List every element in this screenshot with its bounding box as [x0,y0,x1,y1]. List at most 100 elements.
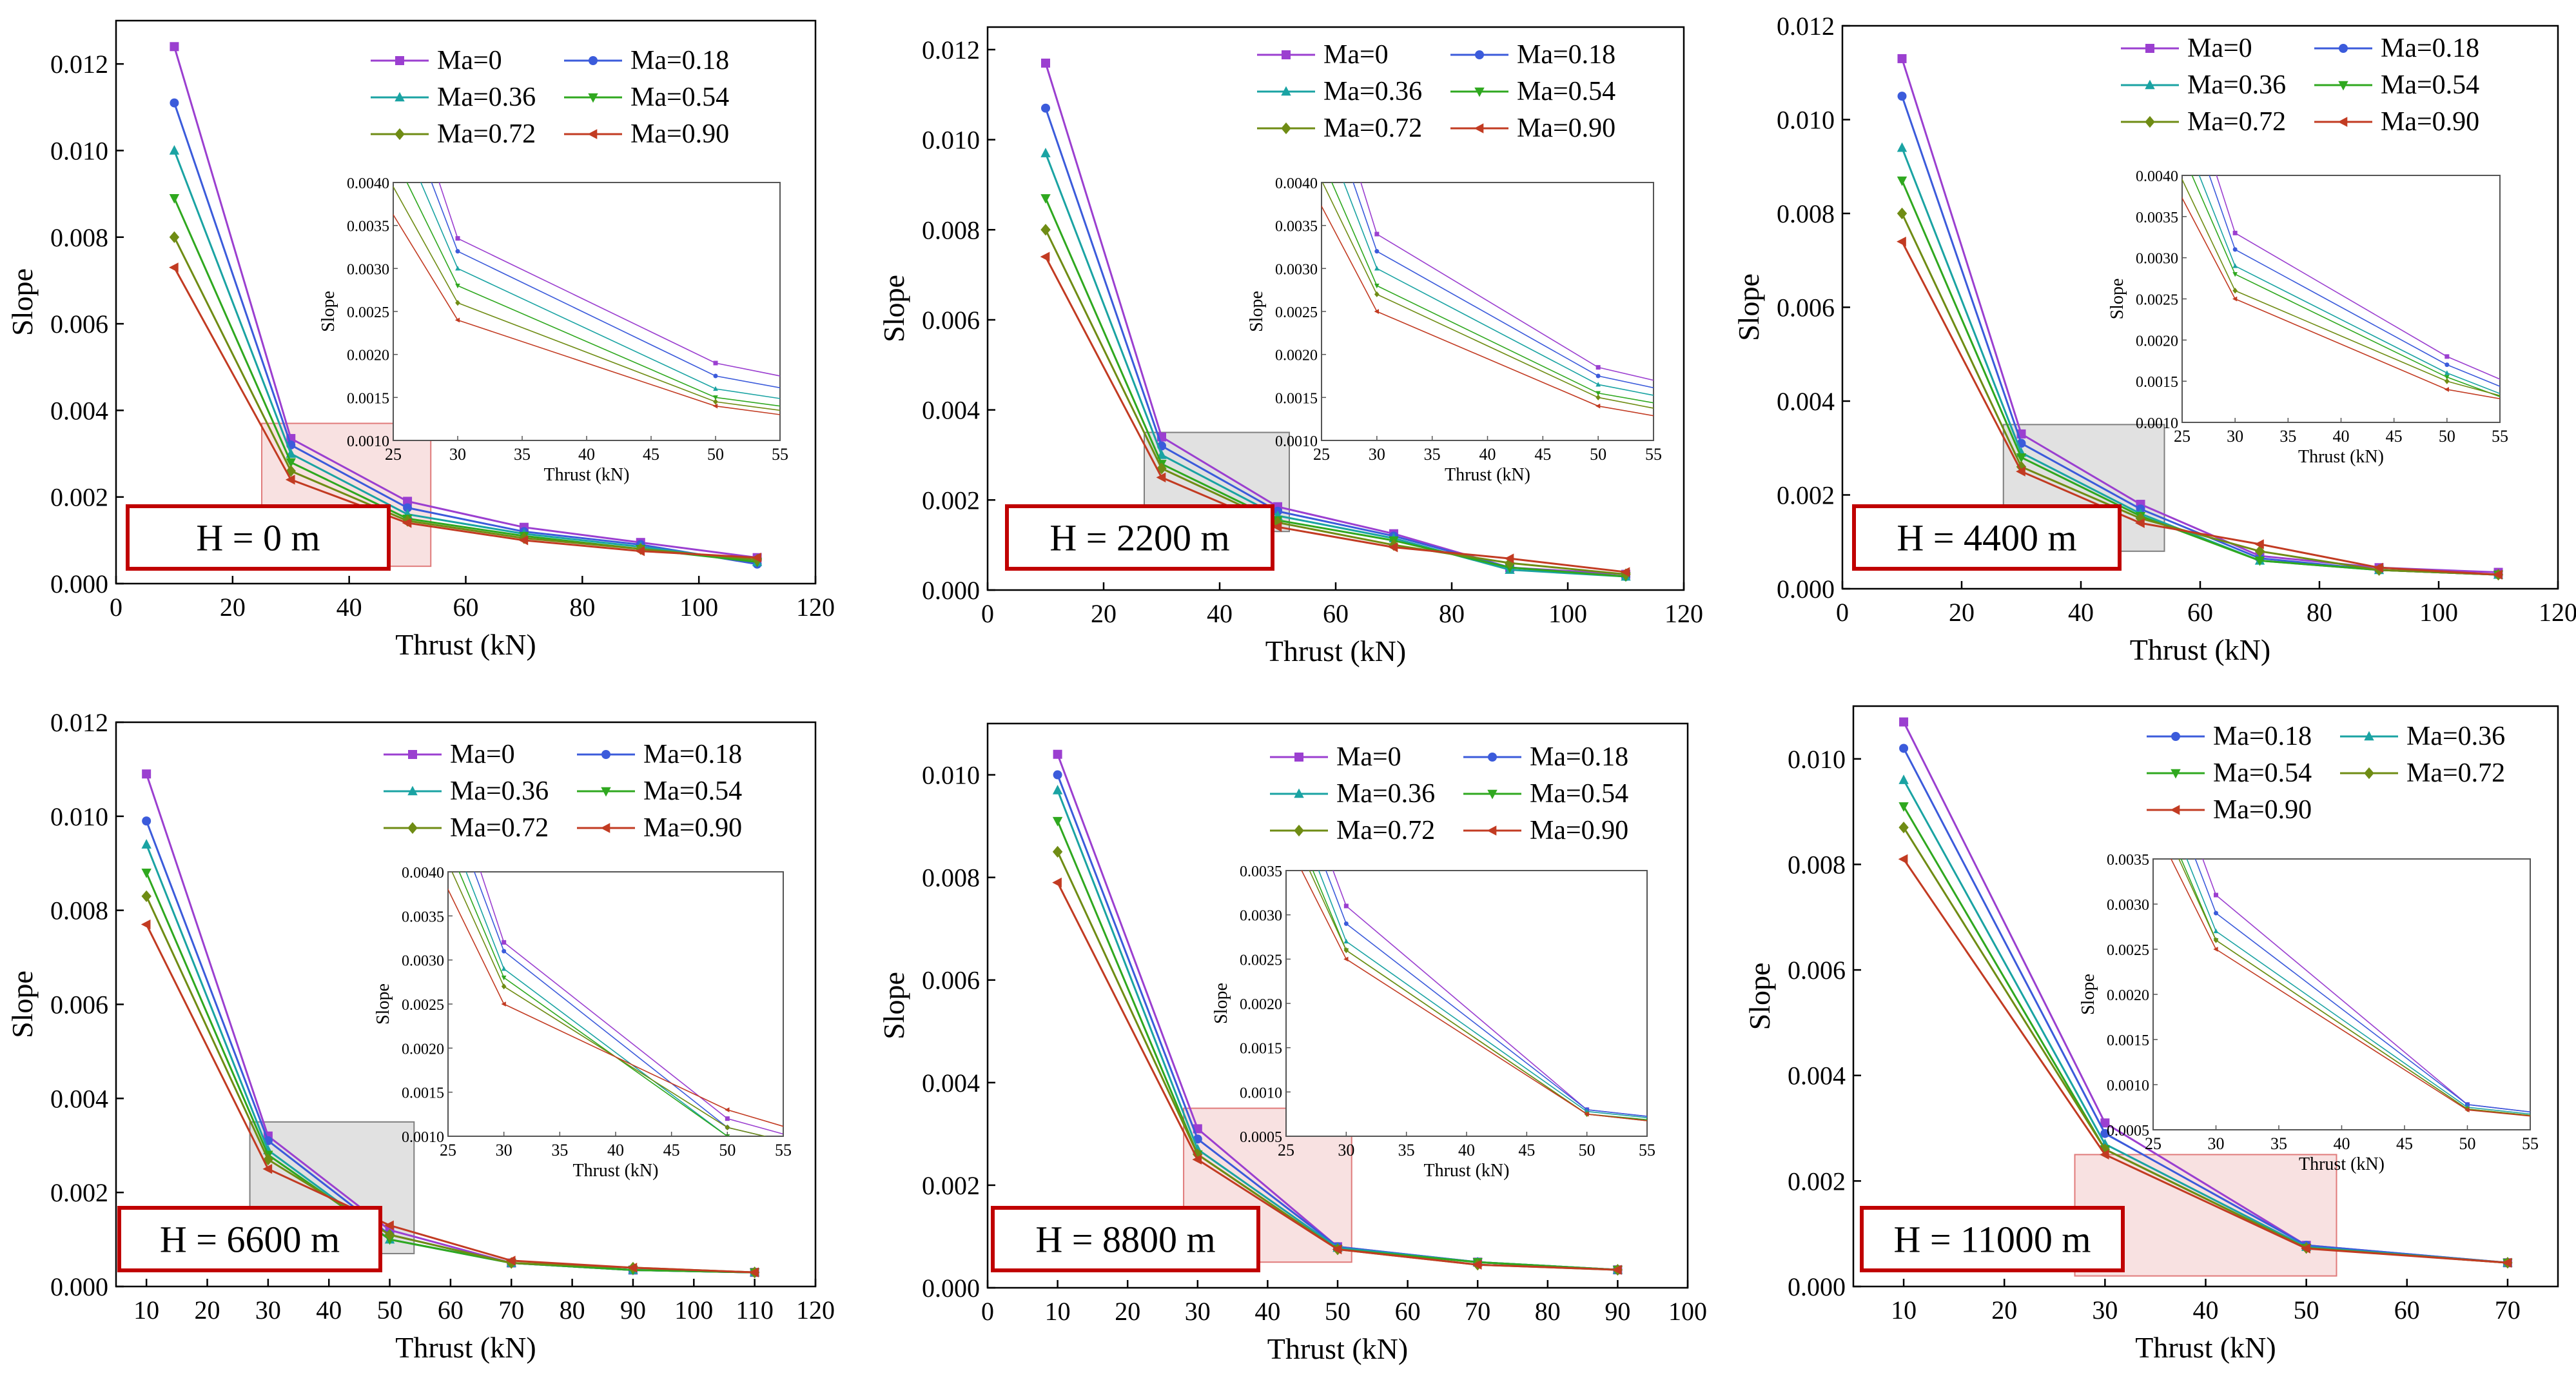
data-point [1898,822,1909,834]
inset-y-tick-label: 0.0030 [402,953,444,970]
inset-y-tick-label: 0.0030 [1240,908,1282,925]
inset-data-point [454,317,460,323]
x-tick-label: 10 [133,1296,159,1325]
legend-label: Ma=0 [1323,40,1389,70]
x-tick-label: 0 [981,1297,994,1326]
x-axis-label: Thrust (kN) [395,1331,536,1364]
inset-x-tick-label: 30 [1338,1141,1354,1159]
inset-y-tick-label: 0.0015 [347,390,389,407]
inset-x-tick-label: 50 [1579,1141,1595,1159]
inset-data-point [2214,911,2218,916]
legend-label: Ma=0.36 [1336,779,1435,809]
x-tick-label: 40 [316,1296,342,1325]
legend-marker [1281,86,1291,96]
x-tick-label: 20 [220,593,246,622]
chart-panel: 10 20 30 40 50 60 70 0.000 0.002 0.004 0.006 0.008 0… [1743,705,2559,1364]
series-line [1901,241,2499,576]
data-point [2493,569,2503,580]
altitude-label: H = 2200 m [1049,517,1229,559]
chart-panel: 0 20 40 60 80 100 120 0.000 0.002 0.004 0.006 0.008… [6,19,835,661]
data-point [141,919,151,930]
inset-x-tick-label: 40 [2333,427,2350,446]
legend-label: Ma=0.90 [630,119,729,149]
inset-frame [2152,858,2531,1130]
legend-marker [1282,50,1291,59]
inset-series-line [2194,859,2530,1113]
legend-marker [2364,731,2374,741]
inset-series-line [2191,175,2500,397]
x-tick-label: 30 [255,1296,281,1325]
x-tick-label: 60 [438,1296,463,1325]
inset-frame [447,871,784,1137]
inset-y-axis-label: Slope [373,983,393,1025]
inset-series-group [448,872,783,1136]
data-point [1899,717,1909,727]
data-point [2254,557,2265,566]
inset-x-tick-label: 35 [551,1141,568,1159]
x-tick-label: 60 [2394,1296,2420,1325]
legend-marker [407,785,418,796]
inset-series-line [465,872,730,1136]
inset-y-tick-label: 0.0005 [1240,1129,1282,1146]
altitude-label: H = 0 m [196,517,320,559]
data-point [402,518,412,528]
inset-x-tick-label: 55 [772,445,788,464]
altitude-label-box [1005,504,1274,571]
data-point [169,194,180,204]
inset-data-point [502,949,507,954]
data-point [169,231,180,243]
inset-data-point [1374,283,1380,289]
altitude-label-box [117,1206,382,1272]
legend-marker [601,787,611,797]
series-line [145,872,755,1274]
data-point [2016,466,2025,477]
x-tick-label: 100 [674,1296,713,1325]
data-point [2135,512,2146,524]
data-point [2016,460,2027,473]
x-tick-label: 0 [981,599,994,628]
legend-marker [588,93,598,103]
chart-panel: 0 20 40 60 80 100 120 0.000 0.002 0.004 0.006 0.008… [877,26,1703,667]
y-tick-label: 0.008 [922,215,980,244]
series-line [173,150,757,563]
legend-marker [2339,44,2348,53]
inset-y-tick-label: 0.0020 [1275,348,1318,364]
data-point [1040,194,1051,204]
inset-y-axis-label: Slope [318,291,338,332]
x-tick-label: 60 [2187,598,2213,627]
altitude-label: H = 4400 m [1897,517,2076,559]
y-tick-label: 0.006 [50,991,108,1020]
legend-marker [2171,769,2181,779]
legend-marker [601,750,610,759]
data-point [2254,539,2264,549]
data-point [1612,1265,1622,1275]
inset-x-tick-label: 30 [1369,445,1385,464]
data-point [1898,854,1908,864]
inset-series-line [1322,182,1654,409]
x-tick-label: 30 [1185,1297,1211,1326]
inset-y-tick-label: 0.0035 [1240,863,1282,880]
legend-label: Ma=0.36 [437,83,536,112]
inset-y-tick-label: 0.0040 [1275,175,1318,192]
inset-x-tick-label: 50 [1590,445,1606,464]
data-point [403,503,413,513]
inset-data-point [1343,938,1349,944]
x-tick-label: 40 [2193,1296,2219,1325]
inset-y-tick-label: 0.0010 [2136,415,2178,432]
y-tick-label: 0.008 [922,863,980,892]
inset-data-point [1374,249,1380,254]
y-tick-label: 0.010 [1788,745,1846,774]
inset-data-point [2213,928,2219,934]
y-tick-label: 0.002 [1788,1167,1846,1196]
y-tick-label: 0.004 [50,396,108,425]
legend-marker [2145,115,2155,128]
y-tick-label: 0.000 [1777,575,1835,604]
y-tick-label: 0.006 [922,966,980,995]
data-point [1053,770,1062,780]
inset-y-axis-label: Slope [1247,291,1267,332]
x-tick-label: 120 [796,1296,835,1325]
data-point [2502,1257,2512,1268]
legend-marker [1294,824,1304,837]
inset-y-tick-label: 0.0005 [2107,1123,2149,1139]
x-tick-label: 70 [498,1296,524,1325]
